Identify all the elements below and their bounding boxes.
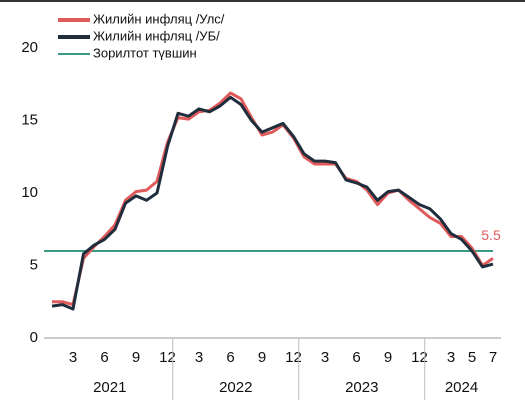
x-tick-label: 9 [384, 349, 392, 366]
x-tick-label: 6 [226, 349, 234, 366]
legend-label: Зорилтот түвшин [93, 45, 197, 60]
x-tick-label: 12 [285, 349, 302, 366]
x-tick-label: 6 [352, 349, 360, 366]
x-tick-label: 3 [321, 349, 329, 366]
legend-label: Жилийн инфляц /УБ/ [93, 28, 220, 43]
year-label: 2022 [219, 379, 252, 396]
year-label: 2023 [345, 379, 378, 396]
data-label: 5.5 [481, 227, 501, 243]
x-tick-label: 5 [468, 349, 476, 366]
x-tick-label: 9 [132, 349, 140, 366]
legend-label: Жилийн инфляц /Улс/ [93, 11, 225, 26]
y-tick-label: 20 [21, 39, 38, 56]
x-tick-label: 6 [100, 349, 108, 366]
y-tick-label: 0 [30, 329, 38, 346]
y-tick-label: 5 [30, 256, 38, 273]
x-tick-label: 3 [447, 349, 455, 366]
year-label: 2024 [445, 379, 478, 396]
x-tick-label: 3 [69, 349, 77, 366]
y-tick-label: 10 [21, 184, 38, 201]
x-tick-label: 3 [195, 349, 203, 366]
series-line [52, 91, 494, 307]
x-tick-label: 7 [489, 349, 497, 366]
year-label: 2021 [93, 379, 126, 396]
y-tick-label: 15 [21, 111, 38, 128]
series-line [51, 95, 494, 311]
x-tick-label: 12 [159, 349, 176, 366]
x-tick-label: 9 [258, 349, 266, 366]
x-tick-label: 12 [411, 349, 428, 366]
